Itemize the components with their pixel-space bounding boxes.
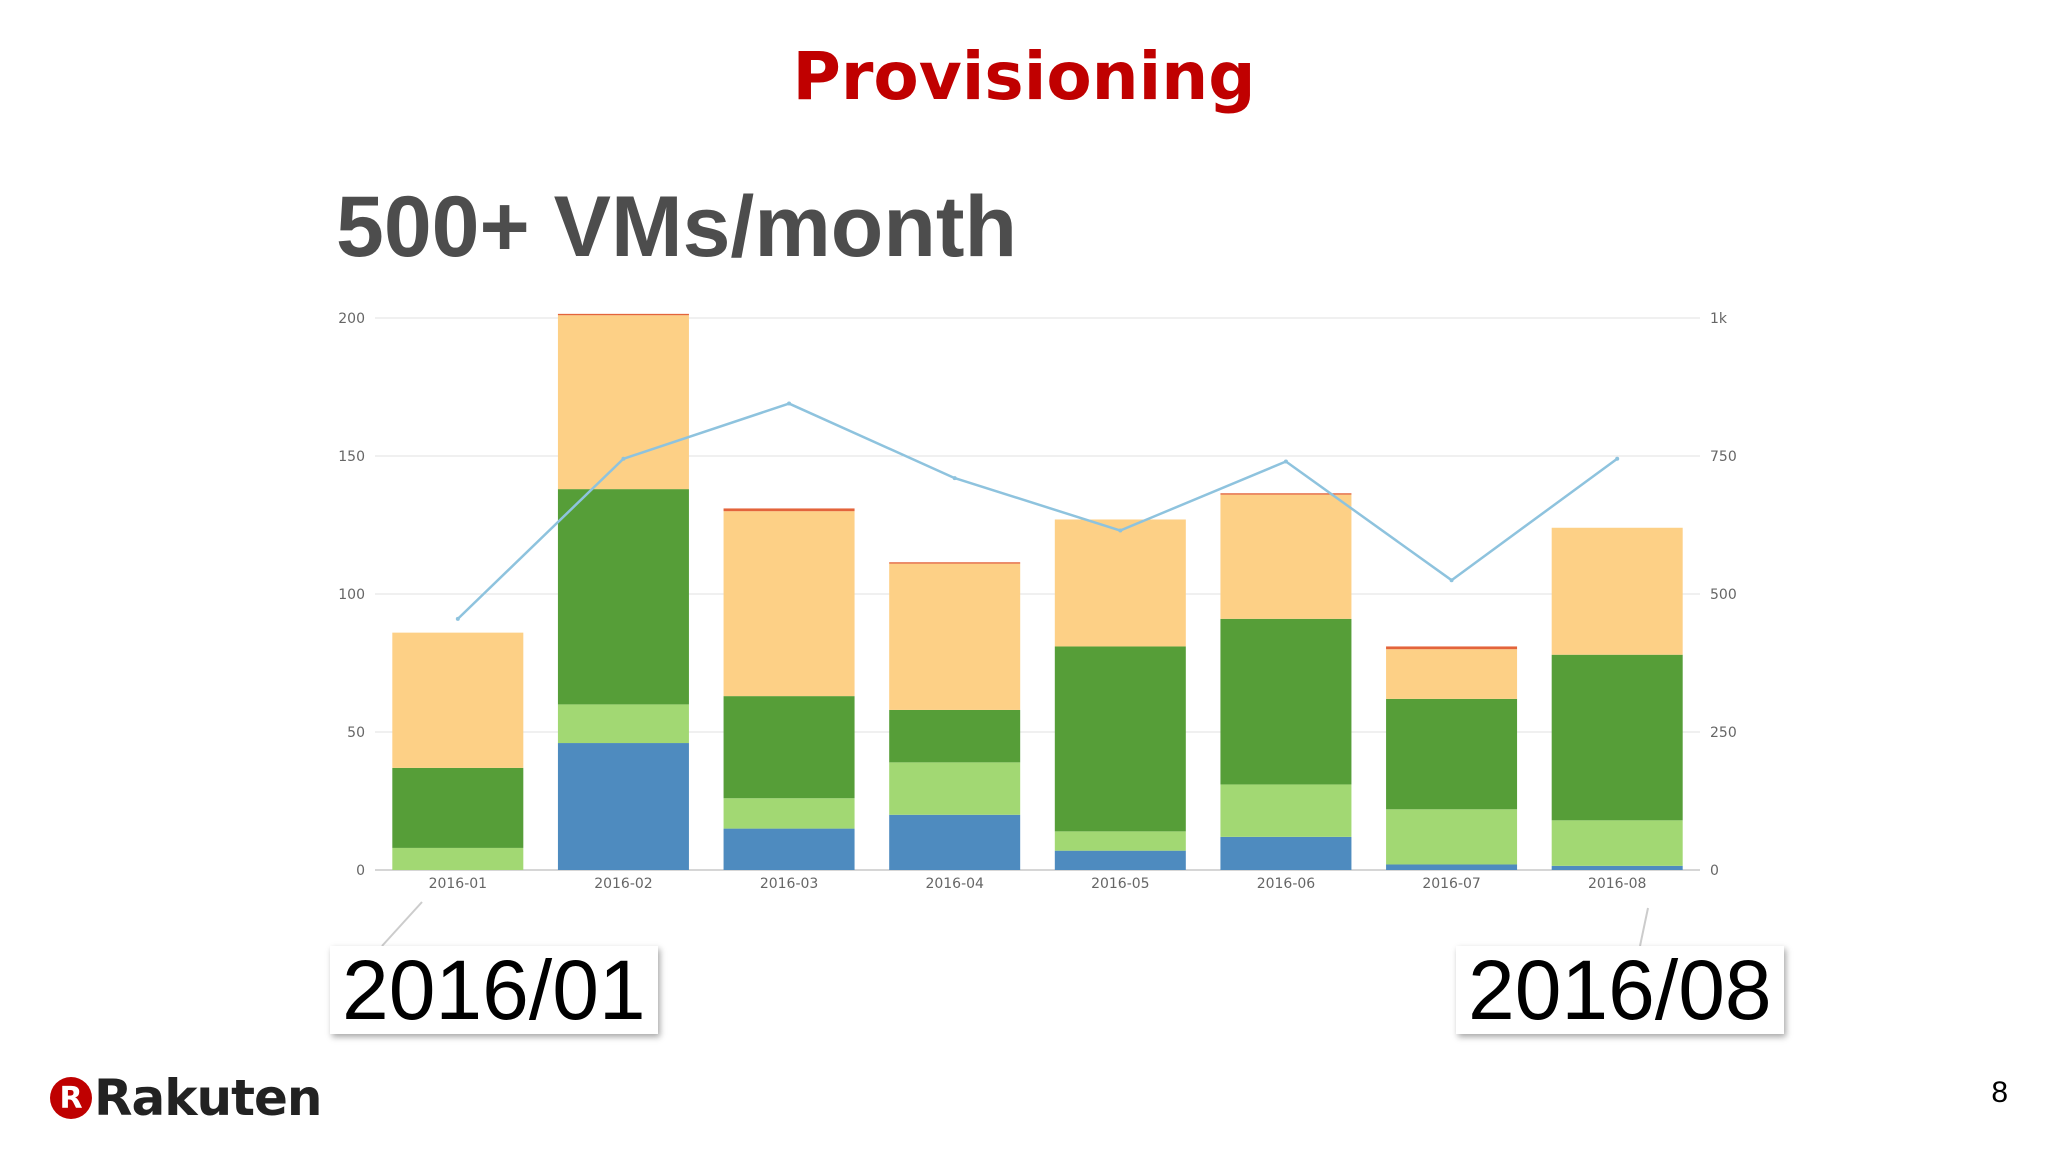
line-point (952, 476, 957, 481)
callout-start-pointer (381, 901, 423, 947)
bar-stack (1054, 519, 1186, 870)
bar-segment (1054, 646, 1186, 832)
rakuten-logo-text: Rakuten (94, 1069, 322, 1127)
bar-segment (723, 798, 855, 829)
x-axis-tick-label: 2016-04 (925, 876, 984, 892)
line-point (621, 456, 626, 461)
bar-segment (889, 814, 1021, 870)
x-axis: 2016-01 2016-02 2016-03 2016-04 2016-05 2016-… (429, 876, 1647, 892)
bar-segment (889, 762, 1021, 815)
bar-stack (889, 562, 1021, 870)
bar-segment (1386, 646, 1518, 650)
rakuten-logo: R Rakuten (50, 1069, 322, 1127)
x-axis-tick-label: 2016-03 (760, 876, 819, 892)
right-axis: 0 250 500 750 1k (1710, 311, 1737, 879)
left-axis-tick-label: 200 (338, 311, 365, 327)
bar-segment (723, 511, 855, 697)
left-axis-tick-label: 150 (338, 449, 365, 465)
page-number: 8 (1991, 1076, 2008, 1109)
bar-segment (557, 315, 689, 490)
left-axis: 0 50 100 150 200 (338, 311, 365, 879)
x-axis-tick-label: 2016-02 (594, 876, 653, 892)
line-point (1615, 456, 1620, 461)
bar-segment (1386, 809, 1518, 865)
bar-stack (1220, 493, 1352, 870)
bar-segment (557, 489, 689, 705)
bar-segment (1551, 820, 1683, 866)
bar-segment (557, 743, 689, 870)
bar-segment (1220, 493, 1352, 495)
rakuten-r-icon: R (50, 1077, 92, 1119)
line-point (1118, 528, 1123, 533)
x-axis-tick-label: 2016-05 (1091, 876, 1150, 892)
headline: 500+ VMs/month (336, 179, 1018, 275)
right-axis-tick-label: 750 (1710, 449, 1737, 465)
bar-segment (1054, 519, 1186, 647)
bar-segment (1220, 836, 1352, 870)
x-axis-tick-label: 2016-08 (1588, 876, 1647, 892)
right-axis-tick-label: 0 (1710, 863, 1719, 879)
bar-segment (1551, 865, 1683, 870)
callout-pointers (381, 901, 1649, 947)
left-axis-tick-label: 50 (347, 725, 365, 741)
bar-segment (392, 767, 524, 848)
total-line-path (456, 402, 1618, 620)
bar-segment (723, 508, 855, 512)
bar-segment (1220, 494, 1352, 619)
bar-stack (723, 508, 855, 870)
slide-title: Provisioning (792, 38, 1256, 115)
x-axis-tick-label: 2016-06 (1257, 876, 1316, 892)
bar-segment (1054, 850, 1186, 870)
right-axis-tick-label: 1k (1710, 311, 1728, 327)
right-axis-tick-label: 500 (1710, 587, 1737, 603)
line-point (787, 401, 792, 406)
bar-segment (1551, 527, 1683, 655)
bar-segment (889, 563, 1021, 710)
bar-segment (392, 847, 524, 870)
line-point (1283, 459, 1288, 464)
bar-segment (1054, 831, 1186, 851)
bar-segment (889, 562, 1021, 564)
bar-segment (392, 632, 524, 768)
stacked-bars (392, 313, 1683, 870)
line-point (1449, 578, 1454, 583)
bar-segment (1386, 649, 1518, 699)
bar-segment (1551, 654, 1683, 821)
callout-end-pointer (1639, 907, 1649, 947)
bar-segment (1220, 784, 1352, 837)
left-axis-tick-label: 0 (356, 863, 365, 879)
bar-stack (392, 632, 524, 870)
bar-stack (557, 313, 689, 870)
bar-segment (1220, 618, 1352, 785)
callout-end-date: 2016/08 (1456, 946, 1784, 1034)
callout-start-date: 2016/01 (330, 946, 658, 1034)
bar-segment (723, 828, 855, 870)
x-axis-tick-label: 2016-07 (1422, 876, 1481, 892)
right-axis-tick-label: 250 (1710, 725, 1737, 741)
bar-segment (1386, 698, 1518, 810)
bar-stack (1551, 527, 1683, 870)
bar-segment (557, 704, 689, 744)
bar-stack (1386, 646, 1518, 870)
total-line (455, 401, 1620, 621)
bar-segment (557, 313, 689, 316)
line-point (455, 616, 460, 621)
x-axis-tick-label: 2016-01 (429, 876, 488, 892)
bar-segment (723, 696, 855, 799)
bar-segment (1386, 864, 1518, 870)
left-axis-tick-label: 100 (338, 587, 365, 603)
bar-segment (889, 709, 1021, 763)
